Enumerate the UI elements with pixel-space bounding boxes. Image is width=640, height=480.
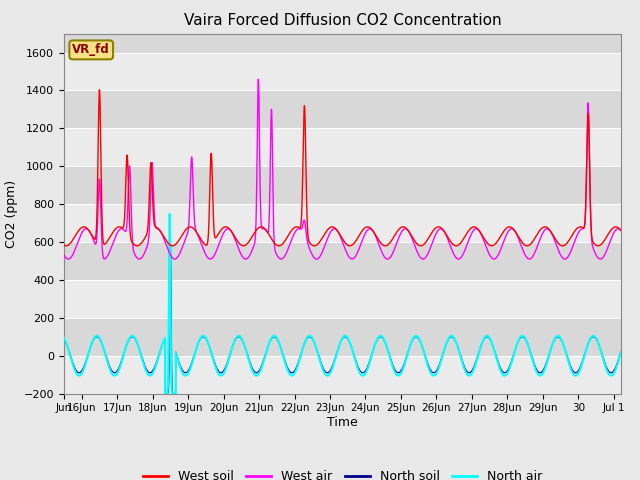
- Y-axis label: CO2 (ppm): CO2 (ppm): [5, 180, 18, 248]
- X-axis label: Time: Time: [327, 416, 358, 429]
- Bar: [64, 280, 621, 318]
- Legend: West soil, West air, North soil, North air: West soil, West air, North soil, North a…: [138, 465, 547, 480]
- Bar: [64, 52, 621, 90]
- Bar: [64, 128, 621, 166]
- Bar: [64, 204, 621, 242]
- Bar: [64, 356, 621, 394]
- Text: VR_fd: VR_fd: [72, 43, 110, 56]
- Title: Vaira Forced Diffusion CO2 Concentration: Vaira Forced Diffusion CO2 Concentration: [184, 13, 501, 28]
